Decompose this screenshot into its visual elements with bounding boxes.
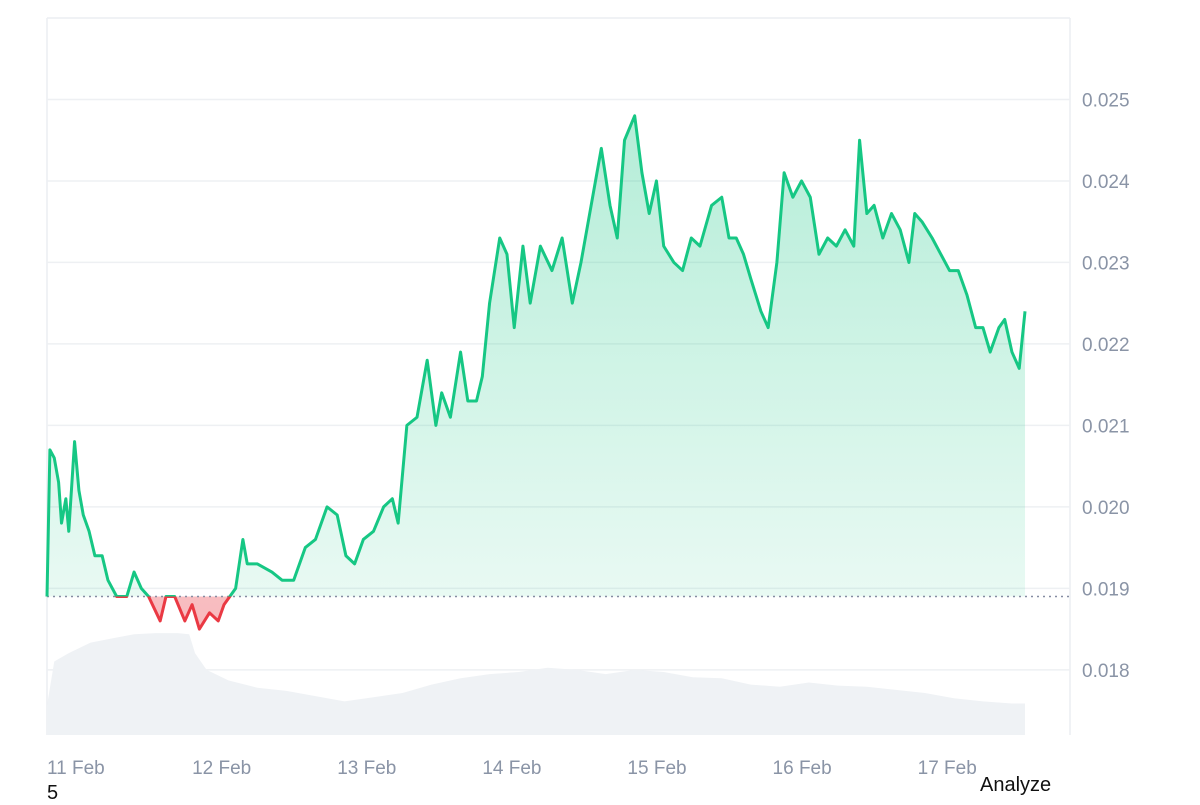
price-line — [45, 114, 1027, 631]
y-tick-label: 0.019 — [1082, 579, 1130, 600]
price-line-up — [45, 114, 1027, 597]
price-line-down — [46, 596, 232, 631]
x-tick-label: 11 Feb — [47, 758, 105, 779]
y-tick-label: 0.024 — [1082, 172, 1130, 193]
y-tick-label: 0.023 — [1082, 253, 1130, 274]
analyze-link[interactable]: Analyze — [980, 774, 1052, 796]
x-tick-label: 17 Feb — [918, 758, 977, 779]
x-tick-label: 15 Feb — [627, 758, 686, 779]
x-tick-label: 14 Feb — [482, 758, 541, 779]
y-axis-tick-labels: 0.025 0.024 0.023 0.022 0.021 0.020 0.019 0.018 — [1082, 90, 1130, 681]
x-tick-label: 12 Feb — [192, 758, 251, 779]
x-axis-tick-labels: 11 Feb 12 Feb 13 Feb 14 Feb 15 Feb 16 Feb 17 F… — [47, 758, 977, 779]
volume-area — [47, 633, 1070, 735]
page-number: 5 — [47, 782, 59, 804]
volume-area-path — [47, 633, 1070, 735]
y-tick-label: 0.021 — [1082, 416, 1130, 437]
y-tick-label: 0.022 — [1082, 335, 1130, 356]
x-tick-label: 13 Feb — [337, 758, 396, 779]
plot-frame — [46, 17, 1071, 735]
y-tick-label: 0.018 — [1082, 661, 1130, 682]
y-tick-label: 0.020 — [1082, 498, 1130, 519]
y-tick-label: 0.025 — [1082, 90, 1130, 111]
x-tick-label: 16 Feb — [773, 758, 832, 779]
